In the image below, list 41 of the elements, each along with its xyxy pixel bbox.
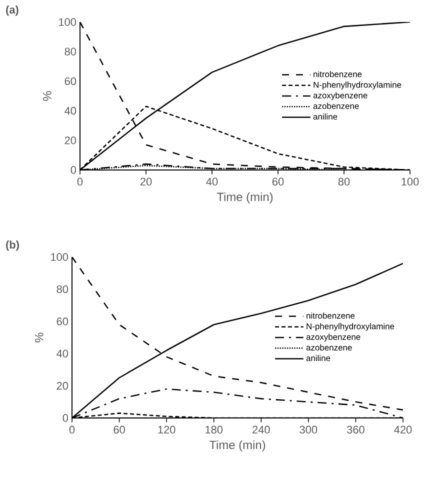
x-tick-label: 180 — [206, 426, 223, 434]
x-tick-label: 80 — [338, 178, 350, 186]
x-tick-label: 300 — [300, 426, 318, 434]
y-tick-label: 0 — [70, 166, 76, 174]
legend-label: azoxybenzene — [306, 334, 360, 342]
y-tick-label: 20 — [64, 136, 76, 144]
y-tick-label: 100 — [51, 253, 68, 261]
x-tick-label: 360 — [346, 426, 364, 434]
x-tick-label: 420 — [394, 426, 412, 434]
x-tick-label: 120 — [158, 426, 176, 434]
legend-label: azobenzene — [306, 344, 352, 351]
y-tick-label: 20 — [56, 382, 68, 390]
legend-label: nitrobenzene — [314, 70, 362, 78]
x-tick-label: 100 — [402, 178, 419, 186]
y-tick-label: 80 — [64, 48, 76, 56]
x-tick-label: 240 — [252, 426, 270, 434]
legend-label: N-phenylhydroxylamine — [306, 323, 394, 331]
legend-label: azobenzene — [313, 102, 359, 110]
y-tick-label: 60 — [56, 318, 68, 326]
x-axis-title: Time (min) — [216, 192, 273, 204]
y-tick-label: 0 — [62, 414, 68, 422]
x-tick-label: 40 — [206, 178, 218, 186]
x-tick-label: 60 — [272, 178, 284, 186]
y-axis-title: % — [34, 332, 44, 342]
x-tick-label: 60 — [114, 426, 125, 434]
y-tick-label: 40 — [56, 350, 68, 358]
chart-title: (a) — [6, 6, 18, 16]
y-tick-label: 40 — [64, 106, 76, 115]
y-tick-label: 100 — [59, 18, 76, 26]
legend-label: N-phenylhydroxylamine — [314, 82, 402, 90]
y-tick-label: 60 — [64, 77, 76, 86]
legend-label: azoxybenzene — [313, 92, 368, 100]
chart-title: (b) — [6, 240, 19, 251]
legend-label: aniline — [313, 113, 338, 120]
x-axis-title: Time (min) — [209, 440, 266, 452]
legend-label: nitrobenzene — [306, 312, 355, 319]
y-axis-title: % — [42, 91, 52, 101]
y-tick-label: 80 — [56, 285, 68, 294]
x-tick-label: 0 — [77, 178, 83, 186]
x-tick-label: 20 — [140, 178, 152, 186]
legend-label: aniline — [306, 354, 330, 362]
